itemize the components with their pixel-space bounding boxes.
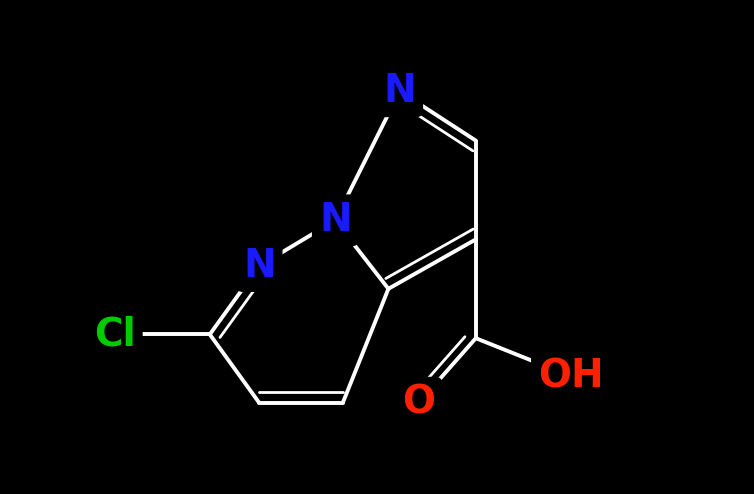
Text: OH: OH bbox=[538, 357, 604, 395]
Text: O: O bbox=[403, 384, 435, 422]
Text: Cl: Cl bbox=[94, 315, 136, 353]
Text: N: N bbox=[384, 72, 416, 110]
Text: N: N bbox=[319, 202, 351, 240]
Text: N: N bbox=[243, 247, 275, 285]
